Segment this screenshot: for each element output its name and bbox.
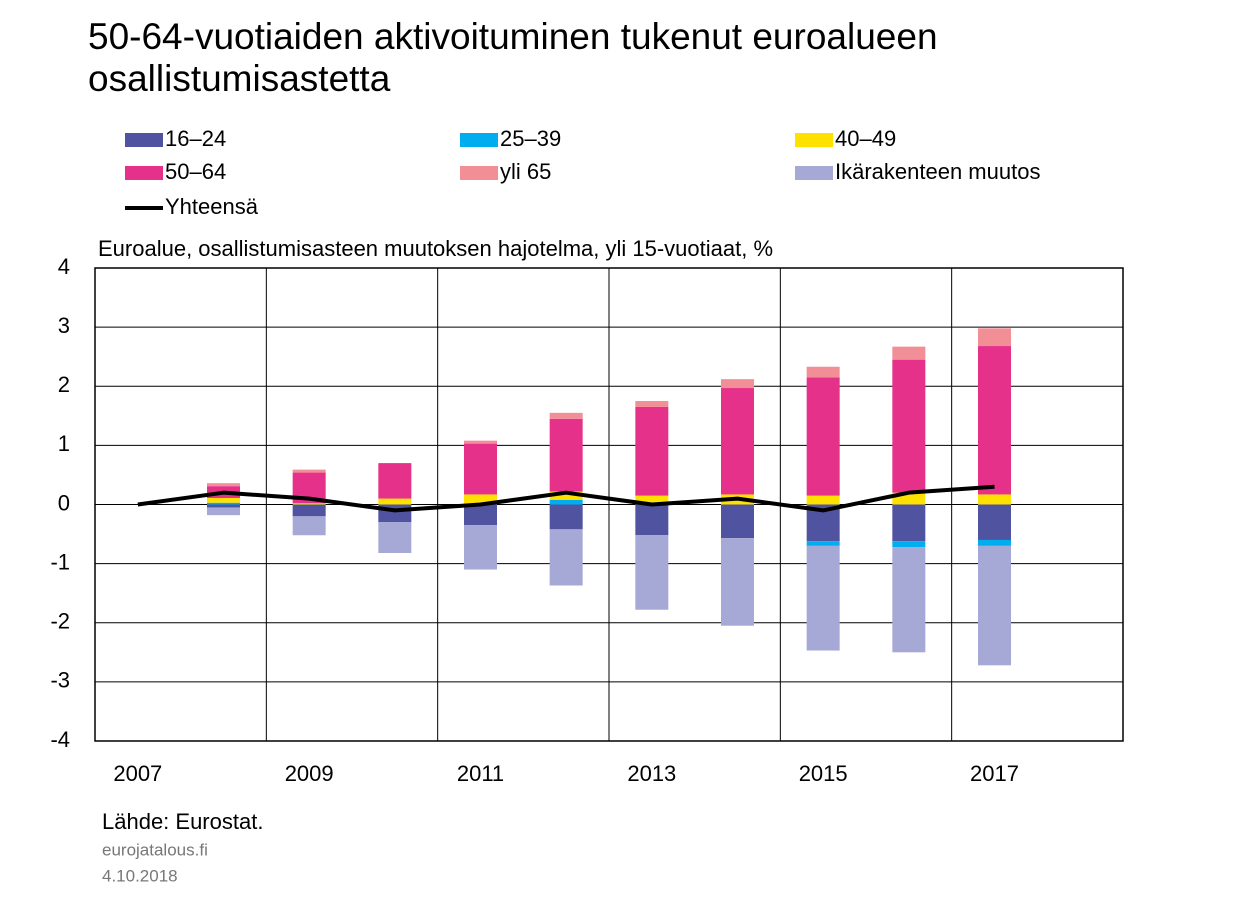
source: Lähde: Eurostat.: [102, 809, 263, 834]
bar-segment: [549, 499, 583, 505]
legend-label: Yhteensä: [165, 194, 259, 219]
bar-segment: [207, 483, 240, 487]
bar-segment: [721, 538, 754, 626]
x-tick-label: 2011: [457, 761, 504, 786]
date: 4.10.2018: [102, 866, 178, 885]
legend-swatch: [795, 166, 833, 180]
bar-segment: [892, 346, 926, 360]
legend-swatch: [460, 133, 498, 147]
legend-swatch: [125, 166, 163, 180]
chart-title: 50-64-vuotiaiden aktivoituminen tukenut …: [88, 16, 938, 99]
bar-segment: [978, 545, 1011, 666]
x-tick-label: 2017: [970, 761, 1019, 786]
bar-segment: [378, 463, 412, 499]
bar-segment: [892, 504, 926, 542]
bar-segment: [378, 522, 412, 553]
x-tick-label: 2007: [113, 761, 162, 786]
bar-segment: [635, 504, 669, 536]
legend-label: yli 65: [500, 159, 551, 184]
bar-segment: [292, 469, 326, 473]
bar-segment: [549, 412, 583, 419]
bar-segment: [464, 494, 497, 505]
bar-segment: [806, 541, 840, 546]
plot-frame: [94, 267, 1124, 742]
bar-segment: [978, 539, 1011, 546]
y-tick-label: -1: [50, 549, 70, 574]
legend-swatch: [460, 166, 498, 180]
bar-segment: [721, 388, 754, 495]
bar-segment: [978, 504, 1011, 540]
legend-label: 16–24: [165, 126, 226, 151]
legend-label: Ikärakenteen muutos: [835, 159, 1040, 184]
bar-segment: [464, 443, 497, 495]
y-tick-label: -2: [50, 609, 70, 634]
bar-segment: [635, 535, 669, 610]
bar-segment: [464, 525, 497, 570]
bar-segment: [721, 504, 754, 539]
bar-segment: [549, 491, 583, 500]
bar-segment: [635, 495, 669, 505]
bar-segment: [378, 498, 412, 505]
bar-segment: [464, 440, 497, 444]
y-tick-label: 3: [58, 313, 70, 338]
bar-segment: [978, 328, 1011, 347]
legend-swatch: [795, 133, 833, 147]
bar-segment: [207, 507, 240, 516]
bar-segment: [721, 379, 754, 389]
bar-segment: [806, 545, 840, 651]
bar-segment: [549, 529, 583, 586]
bar-segment: [892, 359, 926, 493]
chart-subtitle: Euroalue, osallistumisasteen muutoksen h…: [98, 236, 773, 261]
bar-segment: [549, 418, 583, 492]
bar-segment: [292, 503, 326, 505]
bar-segment: [892, 547, 926, 653]
y-tick-label: -4: [50, 727, 70, 752]
bar-segment: [892, 492, 926, 505]
y-tick-label: 2: [58, 372, 70, 397]
bar-segment: [806, 366, 840, 378]
bar-segment: [464, 504, 497, 526]
bar-segment: [549, 504, 583, 530]
bar-segment: [635, 401, 669, 407]
bar-segment: [292, 504, 326, 517]
legend-swatch: [125, 133, 163, 147]
bar-segment: [806, 495, 840, 505]
bar-segment: [978, 494, 1011, 505]
y-tick-label: -3: [50, 668, 70, 693]
legend-label: 40–49: [835, 126, 896, 151]
bar-segment: [635, 406, 669, 496]
x-tick-label: 2013: [627, 761, 676, 786]
x-tick-label: 2009: [285, 761, 334, 786]
bar-segment: [207, 502, 240, 505]
y-tick-label: 4: [58, 254, 70, 279]
y-tick-label: 0: [58, 490, 70, 515]
bar-segment: [207, 504, 240, 508]
total-line: [137, 484, 995, 513]
bar-segment: [978, 346, 1011, 495]
bar-segment: [806, 377, 840, 496]
bar-segment: [292, 516, 326, 536]
legend-label: 50–64: [165, 159, 226, 184]
bar-segment: [892, 541, 926, 548]
y-tick-label: 1: [58, 431, 70, 456]
x-tick-label: 2015: [799, 761, 848, 786]
site: eurojatalous.fi: [102, 840, 208, 859]
bar-segment: [207, 497, 240, 503]
legend-label: 25–39: [500, 126, 561, 151]
